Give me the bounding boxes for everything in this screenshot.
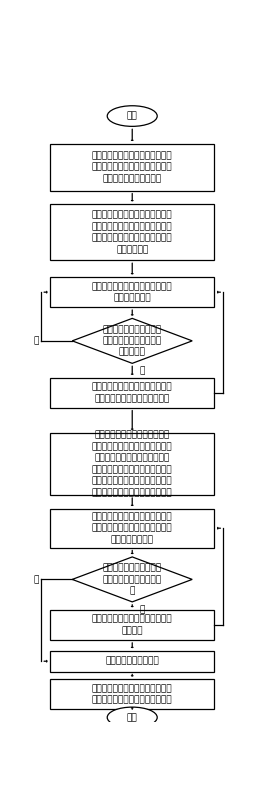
FancyBboxPatch shape: [50, 277, 214, 307]
FancyBboxPatch shape: [50, 144, 214, 191]
Text: 根据下一个冲突点的时刻更新基准
点的时刻: 根据下一个冲突点的时刻更新基准 点的时刻: [92, 615, 173, 635]
Text: 遍历完所有冲突点，最后一次更新
基准点时刻的冲突点为关键冲突点: 遍历完所有冲突点，最后一次更新 基准点时刻的冲突点为关键冲突点: [92, 684, 173, 705]
Text: 直到得到最终关键冲突点备选集
合，以集合中第一个点为基准点，
计算基准点到集合中其他点的距
离、以最大速度行驶每段距离所花
费的时间，得到车辆从基准点时刻
出发: 直到得到最终关键冲突点备选集 合，以集合中第一个点为基准点， 计算基准点到集合中…: [92, 431, 173, 497]
FancyBboxPatch shape: [50, 204, 214, 260]
Polygon shape: [72, 557, 192, 602]
FancyBboxPatch shape: [50, 432, 214, 495]
Text: 剔除选取冲突点下游所有小于该冲
突点时刻的点，更新冲突点集合: 剔除选取冲突点下游所有小于该冲 突点时刻的点，更新冲突点集合: [92, 383, 173, 403]
FancyBboxPatch shape: [50, 378, 214, 408]
Text: 否: 否: [140, 605, 145, 614]
Text: 根据从基准点出发最快到达其他冲
突点的时刻从小到大，依次选取备
选集合内的冲突点: 根据从基准点出发最快到达其他冲 突点的时刻从小到大，依次选取备 选集合内的冲突点: [92, 513, 173, 544]
Text: 是: 是: [34, 575, 39, 584]
Text: 开始: 开始: [127, 112, 138, 121]
Text: 无需更新基准点的时刻: 无需更新基准点的时刻: [105, 657, 159, 666]
Text: 结束: 结束: [127, 713, 138, 722]
Text: 否: 否: [34, 337, 39, 345]
FancyBboxPatch shape: [50, 651, 214, 672]
Polygon shape: [72, 319, 192, 363]
Text: 当有车辆经过冲突点时，更新冲突
点的时刻，根据冲突点的位置坐标
对每条路径上冲突点进行编号，得
到冲突点集合: 当有车辆经过冲突点时，更新冲突 点的时刻，根据冲突点的位置坐标 对每条路径上冲突…: [92, 211, 173, 254]
FancyBboxPatch shape: [50, 508, 214, 547]
Ellipse shape: [107, 105, 157, 127]
Text: 是: 是: [140, 367, 145, 375]
Text: 最快到达下一个冲突点的
时刻大于等于冲突点的时
刻: 最快到达下一个冲突点的 时刻大于等于冲突点的时 刻: [103, 564, 162, 595]
Ellipse shape: [107, 707, 157, 727]
FancyBboxPatch shape: [50, 680, 214, 710]
Text: 获取交叉口信息、建立直角坐标系
确定交叉口内部路径方程，计算相
交路径冲突点的位置坐标: 获取交叉口信息、建立直角坐标系 确定交叉口内部路径方程，计算相 交路径冲突点的位…: [92, 152, 173, 183]
FancyBboxPatch shape: [50, 610, 214, 640]
Text: 根据集合中冲突点的时刻从大到小
依次选取冲突点: 根据集合中冲突点的时刻从大到小 依次选取冲突点: [92, 282, 173, 303]
Text: 所选取的冲突点下游是否
存在时刻小于该冲突点时
刻的冲突点: 所选取的冲突点下游是否 存在时刻小于该冲突点时 刻的冲突点: [103, 325, 162, 357]
